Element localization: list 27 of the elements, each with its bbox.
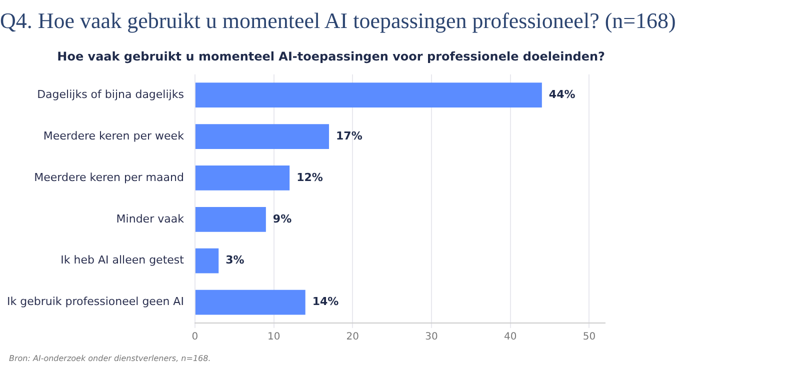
x-tick-label: 20 — [346, 332, 360, 343]
data-label: 14% — [312, 295, 339, 308]
x-tick-label: 40 — [504, 332, 517, 343]
chart-title: Q4. Hoe vaak gebruikt u momenteel AI toepassingen professioneel? (n=168) — [0, 8, 676, 34]
x-tick-label: 50 — [582, 332, 596, 343]
data-label: 17% — [336, 129, 362, 142]
data-label: 9% — [272, 212, 292, 226]
bar — [195, 206, 266, 232]
x-tick-label: 30 — [425, 332, 438, 343]
x-tick-label: 10 — [267, 332, 280, 343]
y-tick-label: Dagelijks of bijna dagelijks — [37, 88, 184, 101]
bar — [195, 166, 290, 190]
text: Bron: AI-onderzoek onder dienstverleners, n=168. — [9, 354, 211, 363]
chart-subtitle: Hoe vaak gebruikt u momenteel AI-toepassingen voor professionele doeleinden? — [57, 49, 606, 64]
y-tick-label: Ik gebruik professioneel geen AI — [6, 295, 184, 308]
bar — [195, 290, 306, 315]
y-tick-label: Meerdere keren per maand — [34, 170, 184, 184]
data-label: 3% — [226, 254, 244, 267]
bar — [195, 248, 219, 274]
y-tick-label: Minder vaak — [116, 212, 185, 226]
y-tick-label: Ik heb AI alleen getest — [60, 254, 185, 267]
y-tick-label: Meerdere keren per week — [43, 129, 185, 142]
data-label: 44% — [548, 88, 576, 101]
data-label: 12% — [296, 170, 323, 184]
x-tick-label: 0 — [192, 332, 198, 343]
bar — [195, 82, 542, 108]
bar — [195, 124, 330, 149]
